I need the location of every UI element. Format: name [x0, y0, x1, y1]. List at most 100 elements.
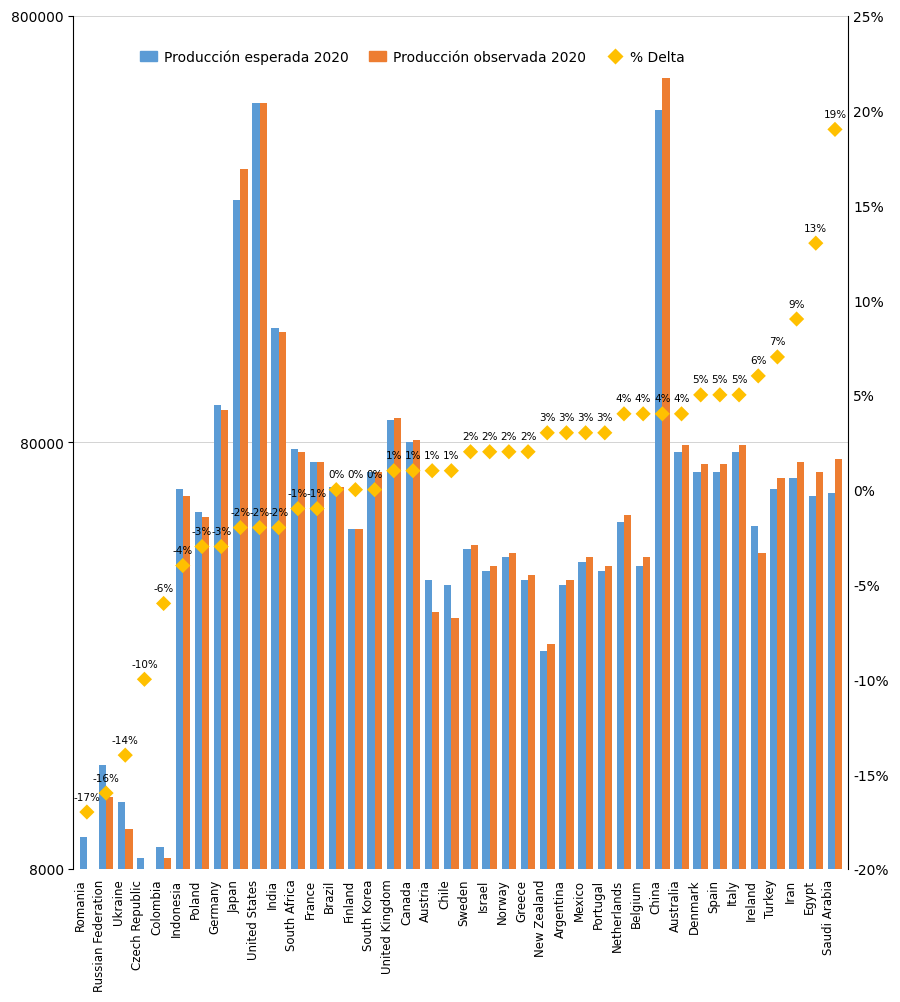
Bar: [444, 585, 451, 1002]
Text: 0%: 0%: [328, 470, 345, 480]
Text: 13%: 13%: [805, 223, 827, 233]
Bar: [674, 452, 681, 1002]
Point: [674, 407, 688, 423]
Point: [310, 501, 324, 517]
Bar: [713, 473, 720, 1002]
Point: [425, 463, 439, 479]
Point: [770, 350, 785, 366]
Point: [598, 425, 612, 441]
Text: 1%: 1%: [424, 451, 440, 461]
Bar: [329, 487, 337, 1002]
Point: [444, 463, 458, 479]
Bar: [79, 838, 87, 1002]
Bar: [240, 169, 248, 1002]
Bar: [644, 558, 651, 1002]
Bar: [194, 512, 202, 1002]
Point: [579, 425, 593, 441]
Bar: [528, 576, 536, 1002]
Text: 1%: 1%: [385, 451, 402, 461]
Text: 0%: 0%: [366, 470, 382, 480]
Bar: [521, 580, 528, 1002]
Bar: [164, 858, 171, 1002]
Point: [214, 539, 229, 555]
Bar: [202, 517, 210, 1002]
Bar: [655, 111, 662, 1002]
Bar: [125, 830, 132, 1002]
Point: [118, 747, 132, 764]
Point: [387, 463, 401, 479]
Bar: [808, 496, 815, 1002]
Text: -6%: -6%: [154, 583, 174, 593]
Legend: Producción esperada 2020, Producción observada 2020, % Delta: Producción esperada 2020, Producción obs…: [135, 45, 691, 70]
Bar: [394, 419, 401, 1002]
Bar: [789, 478, 796, 1002]
Bar: [252, 103, 259, 1002]
Point: [636, 407, 651, 423]
Bar: [681, 445, 688, 1002]
Point: [713, 388, 727, 404]
Point: [559, 425, 573, 441]
Point: [694, 388, 708, 404]
Bar: [374, 473, 382, 1002]
Text: -3%: -3%: [192, 526, 212, 536]
Bar: [337, 487, 344, 1002]
Bar: [501, 558, 508, 1002]
Text: -2%: -2%: [268, 508, 289, 518]
Bar: [310, 462, 317, 1002]
Bar: [732, 452, 739, 1002]
Text: -2%: -2%: [249, 508, 270, 518]
Text: 1%: 1%: [405, 451, 421, 461]
Text: 9%: 9%: [788, 300, 805, 310]
Bar: [616, 523, 624, 1002]
Text: -1%: -1%: [307, 489, 328, 499]
Bar: [425, 580, 432, 1002]
Bar: [701, 465, 708, 1002]
Bar: [367, 473, 374, 1002]
Bar: [144, 876, 152, 1002]
Bar: [464, 549, 471, 1002]
Point: [732, 388, 746, 404]
Bar: [118, 802, 125, 1002]
Text: -14%: -14%: [112, 734, 139, 744]
Text: 3%: 3%: [578, 413, 594, 423]
Bar: [828, 493, 835, 1002]
Point: [406, 463, 420, 479]
Bar: [279, 333, 286, 1002]
Bar: [605, 566, 612, 1002]
Point: [464, 444, 478, 460]
Text: 0%: 0%: [347, 470, 364, 480]
Point: [751, 369, 765, 385]
Text: 3%: 3%: [558, 413, 575, 423]
Point: [194, 539, 209, 555]
Text: 3%: 3%: [597, 413, 613, 423]
Bar: [298, 452, 305, 1002]
Point: [348, 482, 363, 498]
Bar: [751, 526, 758, 1002]
Point: [616, 407, 631, 423]
Text: -4%: -4%: [173, 545, 193, 555]
Bar: [413, 441, 420, 1002]
Text: 6%: 6%: [750, 356, 767, 366]
Bar: [508, 553, 517, 1002]
Bar: [566, 580, 573, 1002]
Bar: [87, 872, 94, 1002]
Bar: [490, 566, 497, 1002]
Text: 7%: 7%: [770, 337, 786, 347]
Point: [80, 805, 94, 821]
Point: [272, 520, 286, 536]
Text: -3%: -3%: [211, 526, 231, 536]
Text: 4%: 4%: [616, 394, 632, 404]
Text: 4%: 4%: [634, 394, 652, 404]
Bar: [796, 462, 804, 1002]
Text: 19%: 19%: [824, 110, 847, 120]
Bar: [579, 562, 586, 1002]
Bar: [662, 79, 670, 1002]
Bar: [176, 490, 183, 1002]
Bar: [233, 201, 240, 1002]
Point: [482, 444, 497, 460]
Bar: [624, 516, 631, 1002]
Bar: [739, 445, 746, 1002]
Bar: [770, 490, 778, 1002]
Text: 3%: 3%: [539, 413, 555, 423]
Text: -17%: -17%: [74, 792, 100, 802]
